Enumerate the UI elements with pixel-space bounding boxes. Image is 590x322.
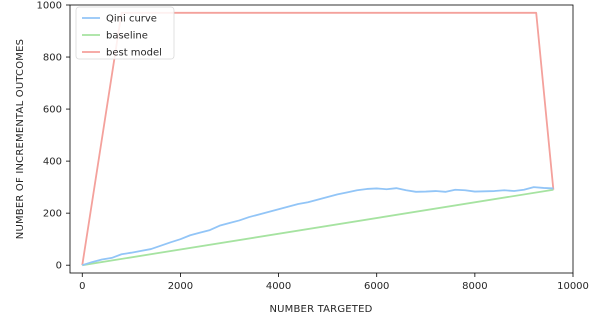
y-axis: 0 200 400 600 800 1000 xyxy=(37,1,70,272)
y-tick-label: 800 xyxy=(43,53,62,64)
x-tick-label: 6000 xyxy=(364,281,389,292)
legend-label: baseline xyxy=(106,31,148,42)
y-tick-label: 400 xyxy=(43,157,62,168)
x-tick-label: 8000 xyxy=(462,281,487,292)
plot-frame xyxy=(69,4,574,274)
y-tick-label: 1000 xyxy=(37,1,62,12)
x-tick-label: 4000 xyxy=(266,281,291,292)
x-tick-label: 10000 xyxy=(557,281,589,292)
y-tick-label: 0 xyxy=(56,261,62,272)
series-layer xyxy=(81,11,555,267)
x-axis: 0 2000 4000 6000 8000 10000 xyxy=(79,273,589,292)
y-axis-title: NUMBER OF INCREMENTAL OUTCOMES xyxy=(15,39,26,239)
legend-label: Qini curve xyxy=(106,14,157,25)
y-tick-label: 200 xyxy=(43,209,62,220)
series-line-baseline xyxy=(82,188,554,267)
legend-box xyxy=(75,6,175,60)
legend-label: best model xyxy=(106,48,162,59)
series-line-best-model xyxy=(81,11,555,266)
series-line-qini-curve xyxy=(81,186,554,267)
legend: Qini curve baseline best model xyxy=(75,6,175,60)
y-tick-label: 600 xyxy=(43,105,62,116)
x-axis-title: NUMBER TARGETED xyxy=(269,304,372,315)
x-tick-label: 2000 xyxy=(168,281,193,292)
x-tick-label: 0 xyxy=(79,281,85,292)
